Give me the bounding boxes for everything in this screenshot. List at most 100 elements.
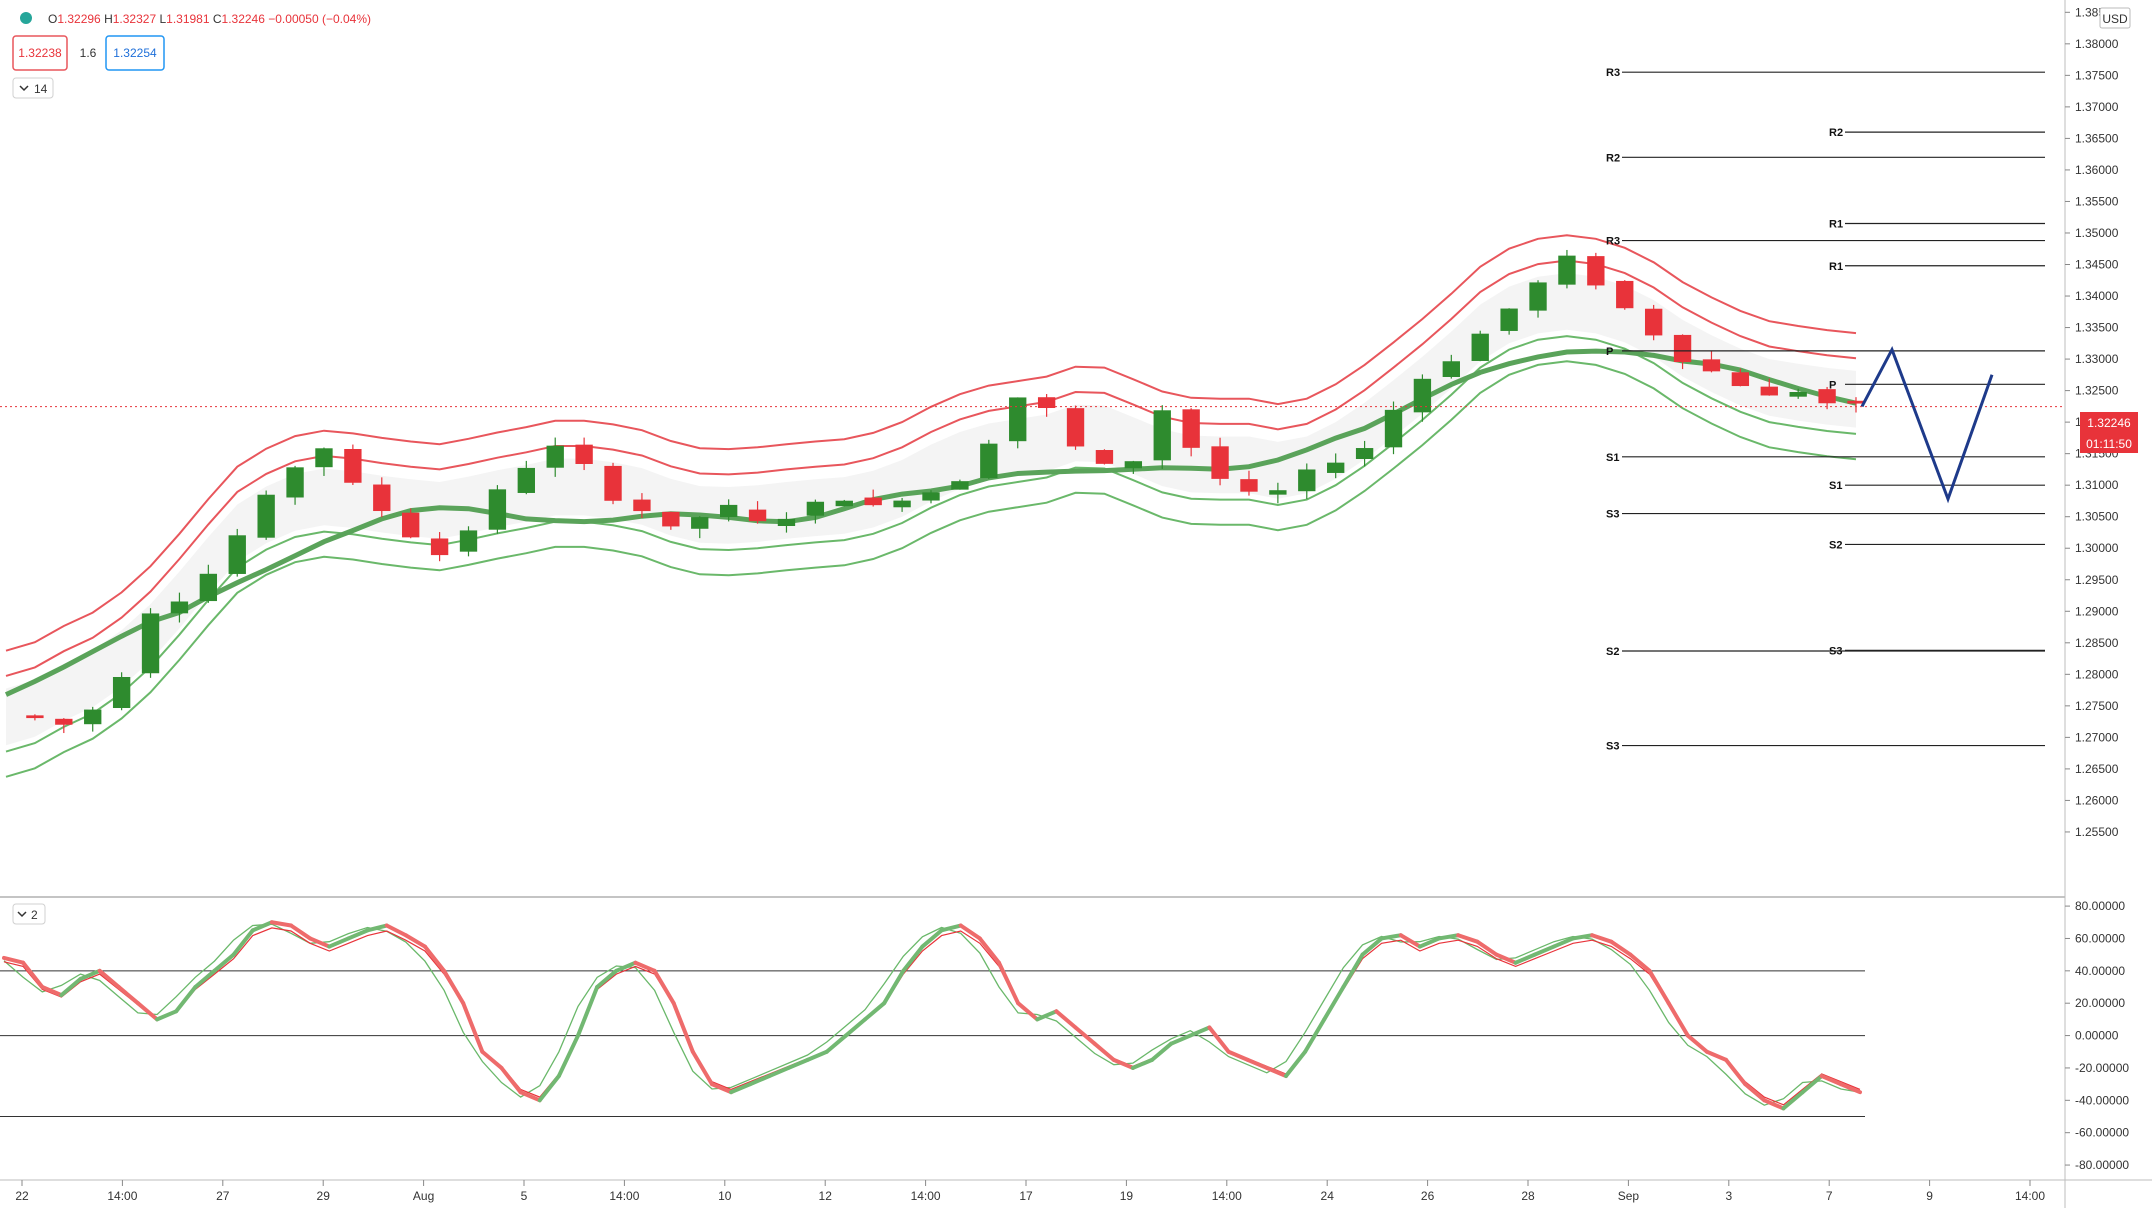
candle-body [1355,448,1374,459]
time-tick-label: 9 [1926,1189,1933,1203]
price-tick-label: 1.25500 [2075,825,2119,839]
candle-body [546,445,564,468]
time-tick-label: 17 [1019,1189,1033,1203]
oscillator-main-segment [1111,1057,1135,1070]
oscillator-main-segment [1532,944,1556,957]
osc-tick-label: -60.00000 [2075,1126,2129,1140]
oscillator-main-segment [1264,1065,1288,1079]
oscillator-main-segment [709,1082,734,1095]
candle-body [748,509,767,522]
price-tick-label: 1.26000 [2075,793,2119,807]
price-tick-label: 1.36500 [2075,131,2119,145]
ohlc-label: O [48,12,57,26]
time-tick-label: 14:00 [107,1189,137,1203]
oscillator-main-segment [212,952,236,973]
candle-body [575,444,593,464]
oscillator-main-segment [308,936,332,949]
oscillator-main-segment [499,1065,523,1095]
oscillator-main-segment [1322,985,1346,1022]
oscillator-main-segment [901,944,925,973]
oscillator-main-segment [346,928,370,941]
time-tick-label: 5 [521,1189,528,1203]
candle-body [26,715,44,719]
candle-body [1066,408,1085,447]
candle-body [864,497,882,506]
oscillator-main-segment [1666,1001,1690,1038]
time-tick-label: Sep [1618,1189,1640,1203]
time-tick-label: 14:00 [911,1189,941,1203]
price-tick-label: 1.30500 [2075,510,2119,524]
oscillator-pane[interactable] [0,920,1865,1117]
oscillator-main-segment [939,923,963,933]
upper-envelope-inner [5,259,1857,677]
main-pane[interactable]: R3 R2 R2 R1 R3 R1 P P S1 S1 S3 S2 S2 S3 S3 [0,67,2065,898]
oscillator-main-segment [327,936,351,949]
candle-body [1818,389,1836,404]
time-tick-label: 22 [15,1189,29,1203]
oscillator-main-segment [786,1057,810,1070]
buy-button[interactable] [105,35,165,71]
oscillator-main-segment [116,985,140,1006]
oscillator-main-segment [1130,1057,1155,1070]
oscillator-main-segment [824,1033,848,1054]
pivot-level-label: S3 [1829,645,1842,657]
oscillator-main-segment [690,1049,714,1087]
buy-price: 1.32254 [113,46,157,60]
indicator-collapse-button[interactable] [12,77,54,99]
candle-body [1558,255,1576,285]
oscillator-collapse-button[interactable] [12,903,46,925]
candle-body [1471,333,1489,361]
oscillator-main-segment [1800,1074,1824,1095]
candle-body [1240,479,1258,492]
candle-body [1673,334,1692,363]
time-tick-label: 27 [216,1189,230,1203]
candle-body [1529,282,1547,311]
oscillator-main-segment [21,960,45,990]
candle-body [1760,386,1778,396]
oscillator-main-segment [78,968,102,981]
oscillator-main-segment [576,985,600,1038]
candle-body [893,500,911,508]
pivot-level-label: S1 [1829,480,1842,492]
oscillator-main-segment [1379,933,1403,941]
oscillator-main-segment [1169,1033,1193,1046]
oscillator-main-segment [97,968,121,990]
oscillator-main-segment [442,968,466,1006]
currency-label: USD [2102,12,2128,26]
price-tick-label: 1.26500 [2075,762,2119,776]
price-tick-label: 1.30000 [2075,541,2119,555]
oscillator-main-segment [1073,1025,1097,1046]
oscillator-main-segment [1513,952,1537,965]
status-dot-icon [20,12,32,24]
candle-body [633,499,651,512]
oscillator-main-segment [1685,1033,1709,1054]
oscillator-main-segment [556,1033,581,1079]
time-tick-label: 12 [819,1189,833,1203]
oscillator-main-segment [269,920,294,928]
oscillator-main-segment [767,1065,791,1079]
oscillator-main-segment [422,944,447,973]
ohlc-value: 1.32296 [57,12,104,26]
currency-button[interactable] [2099,7,2131,29]
lower-envelope-outer [5,360,1857,778]
oscillator-main-segment [1570,933,1595,941]
time-tick-label: 10 [718,1189,732,1203]
candle-body [55,718,73,725]
candle-body [951,481,969,490]
time-axis: 22 14:00 27 29 Aug 5 14:00 10 12 14:00 17 19 14:00 24… [0,1179,2152,1203]
osc-tick-label: 0.00000 [2075,1029,2119,1043]
sell-button[interactable] [12,35,68,71]
osc-tick-label: 80.00000 [2075,899,2125,913]
candle-body [1702,359,1721,372]
last-price-value: 1.32246 [2087,416,2131,430]
oscillator-main-segment [958,923,982,941]
oscillator-main-segment [1609,939,1633,957]
pivot-level-label: S3 [1606,509,1619,521]
ohlc-value: 1.32327 [113,12,160,26]
oscillator-main-segment [1551,936,1575,949]
candle-body [257,494,275,538]
candle-body [1500,308,1518,331]
countdown-tag [2080,433,2138,453]
oscillator-main-segment [863,1001,887,1022]
